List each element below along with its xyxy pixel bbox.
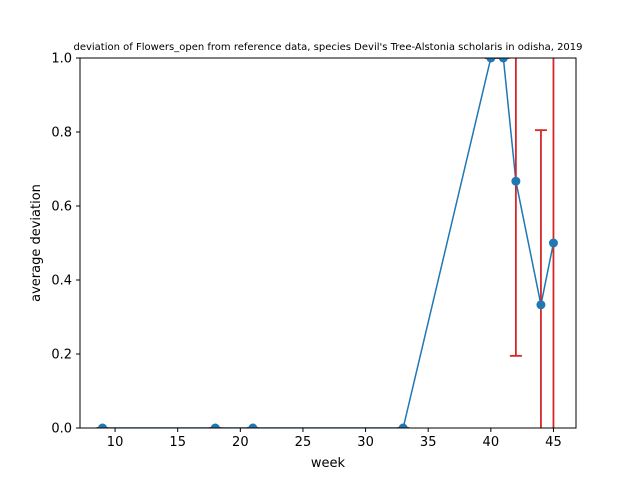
data-point [548,238,558,248]
data-point [498,58,508,63]
x-tick-label: 30 [357,435,374,450]
x-axis-label: week [311,456,346,471]
x-tick-label: 20 [232,435,249,450]
x-tick-label: 35 [420,435,437,450]
y-axis: 0.0 0.2 0.4 0.6 0.8 1.0 [51,52,80,437]
chart-title: deviation of Flowers_open from reference… [73,42,582,53]
y-tick-label: 0.2 [51,348,72,363]
y-tick-label: 0.6 [51,200,72,215]
y-tick-label: 0.0 [51,422,72,437]
plot-area [79,57,577,429]
x-tick-label: 40 [483,435,500,450]
series-line [102,58,555,428]
x-tick-label: 45 [545,435,562,450]
data-point [536,300,546,310]
data-point [210,423,220,428]
data-point [98,423,108,428]
plot-frame [79,57,577,429]
y-tick-label: 0.8 [51,126,72,141]
chart-marks [96,58,558,428]
y-axis-label: average deviation [29,184,44,302]
data-point [486,58,496,63]
data-point [398,423,408,428]
x-tick-label: 25 [295,435,312,450]
x-tick-label: 15 [169,435,186,450]
data-point [511,176,521,186]
y-tick-label: 0.4 [51,274,72,289]
x-axis: 10 15 20 25 30 35 40 45 [107,428,562,450]
data-point [248,423,258,428]
x-tick-label: 10 [107,435,124,450]
y-tick-label: 1.0 [51,52,72,67]
